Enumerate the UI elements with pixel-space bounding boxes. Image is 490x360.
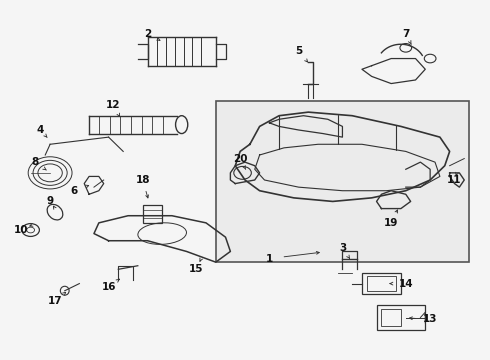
Text: 17: 17 — [48, 296, 62, 306]
Text: 9: 9 — [47, 197, 54, 206]
FancyBboxPatch shape — [216, 102, 469, 262]
Text: 7: 7 — [402, 28, 410, 39]
Text: 20: 20 — [233, 154, 247, 163]
Text: 4: 4 — [37, 125, 44, 135]
Bar — [367, 276, 396, 291]
Text: 18: 18 — [135, 175, 150, 185]
Text: 12: 12 — [106, 100, 121, 110]
Text: 5: 5 — [295, 46, 302, 57]
Text: 8: 8 — [32, 157, 39, 167]
Text: 19: 19 — [384, 218, 398, 228]
Text: 13: 13 — [423, 314, 438, 324]
Text: 2: 2 — [144, 28, 151, 39]
Text: 1: 1 — [266, 253, 273, 264]
Text: 3: 3 — [339, 243, 346, 253]
Text: 10: 10 — [14, 225, 28, 235]
Bar — [381, 309, 401, 327]
Text: 6: 6 — [71, 186, 78, 196]
Bar — [376, 305, 425, 330]
Text: 16: 16 — [101, 282, 116, 292]
Bar — [143, 205, 162, 223]
Text: 14: 14 — [398, 279, 413, 289]
Bar — [362, 273, 401, 294]
Text: 11: 11 — [447, 175, 462, 185]
Text: 15: 15 — [189, 264, 203, 274]
